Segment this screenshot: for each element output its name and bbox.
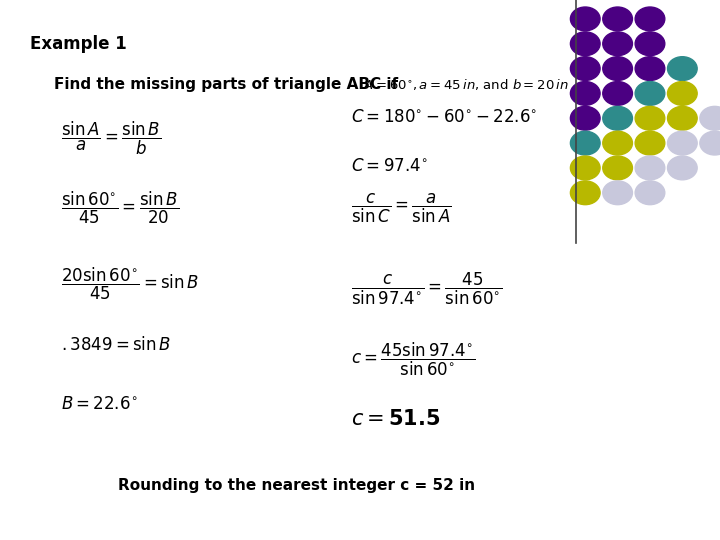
- Circle shape: [700, 106, 720, 130]
- Text: Example 1: Example 1: [30, 35, 127, 53]
- Circle shape: [603, 7, 632, 31]
- Circle shape: [667, 131, 697, 155]
- Text: $B=22.6^{\circ}$: $B=22.6^{\circ}$: [60, 395, 137, 413]
- Text: Rounding to the nearest integer c = 52 in: Rounding to the nearest integer c = 52 i…: [118, 478, 475, 493]
- Circle shape: [570, 32, 600, 56]
- Circle shape: [635, 156, 665, 180]
- Circle shape: [635, 106, 665, 130]
- Circle shape: [635, 131, 665, 155]
- Circle shape: [667, 156, 697, 180]
- Text: $C=180^{\circ}-60^{\circ}-22.6^{\circ}$: $C=180^{\circ}-60^{\circ}-22.6^{\circ}$: [351, 108, 537, 126]
- Circle shape: [570, 106, 600, 130]
- Circle shape: [667, 57, 697, 80]
- Circle shape: [603, 131, 632, 155]
- Circle shape: [700, 131, 720, 155]
- Text: $.3849=\sin B$: $.3849=\sin B$: [60, 336, 171, 354]
- Text: $c=\mathbf{51.5}$: $c=\mathbf{51.5}$: [351, 409, 440, 429]
- Circle shape: [635, 7, 665, 31]
- Circle shape: [603, 32, 632, 56]
- Circle shape: [570, 7, 600, 31]
- Text: $\dfrac{\sin 60^{\circ}}{45}=\dfrac{\sin B}{20}$: $\dfrac{\sin 60^{\circ}}{45}=\dfrac{\sin…: [60, 190, 179, 226]
- Text: $\dfrac{c}{\sin 97.4^{\circ}}=\dfrac{45}{\sin 60^{\circ}}$: $\dfrac{c}{\sin 97.4^{\circ}}=\dfrac{45}…: [351, 271, 503, 307]
- Circle shape: [570, 82, 600, 105]
- Circle shape: [570, 57, 600, 80]
- Circle shape: [635, 32, 665, 56]
- Circle shape: [570, 156, 600, 180]
- Text: $\dfrac{20\sin 60^{\circ}}{45}=\sin B$: $\dfrac{20\sin 60^{\circ}}{45}=\sin B$: [60, 266, 199, 302]
- Circle shape: [603, 57, 632, 80]
- Circle shape: [667, 106, 697, 130]
- Circle shape: [635, 82, 665, 105]
- Text: $A=60^{\circ},a=45\,in$, and $b=20\,in$: $A=60^{\circ},a=45\,in$, and $b=20\,in$: [363, 77, 569, 92]
- Circle shape: [603, 82, 632, 105]
- Circle shape: [603, 181, 632, 205]
- Circle shape: [570, 181, 600, 205]
- Text: $c=\dfrac{45\sin 97.4^{\circ}}{\sin 60^{\circ}}$: $c=\dfrac{45\sin 97.4^{\circ}}{\sin 60^{…: [351, 341, 474, 379]
- Circle shape: [667, 82, 697, 105]
- Text: $\dfrac{c}{\sin C}=\dfrac{a}{\sin A}$: $\dfrac{c}{\sin C}=\dfrac{a}{\sin A}$: [351, 192, 451, 225]
- Text: $\dfrac{\sin A}{a}=\dfrac{\sin B}{b}$: $\dfrac{\sin A}{a}=\dfrac{\sin B}{b}$: [60, 120, 161, 157]
- Text: $C=97.4^{\circ}$: $C=97.4^{\circ}$: [351, 157, 427, 174]
- Text: Find the missing parts of triangle ABC if: Find the missing parts of triangle ABC i…: [54, 77, 403, 92]
- Circle shape: [635, 57, 665, 80]
- Circle shape: [603, 106, 632, 130]
- Circle shape: [635, 181, 665, 205]
- Circle shape: [570, 131, 600, 155]
- Circle shape: [603, 156, 632, 180]
